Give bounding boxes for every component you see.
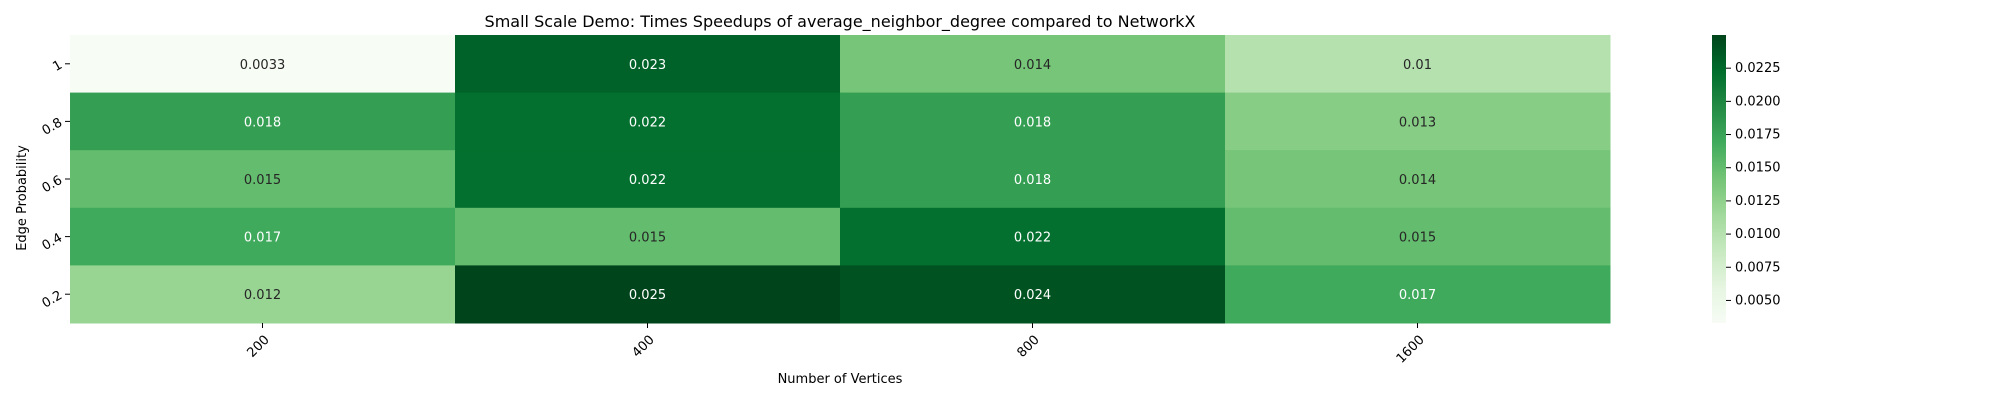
heatmap-cell (455, 265, 841, 324)
y-tick-label: 0.8 (40, 115, 65, 138)
y-axis-ticks: 1 0.8 0.6 0.4 0.2 (40, 58, 70, 311)
heatmap-cell (840, 92, 1226, 151)
cell-value-label: 0.025 (629, 288, 666, 303)
y-tick-label: 1 (50, 58, 65, 75)
heatmap-cell (1225, 92, 1611, 151)
y-tick-label: 0.2 (40, 288, 65, 311)
colorbar-tick-label: 0.0125 (1735, 194, 1781, 209)
cell-value-label: 0.018 (1014, 115, 1051, 130)
x-axis-label: Number of Vertices (778, 372, 903, 387)
heatmap-cell (1225, 207, 1611, 266)
cell-value-label: 0.014 (1399, 173, 1436, 188)
y-tick-label: 0.6 (40, 173, 65, 196)
cell-value-label: 0.013 (1399, 115, 1436, 130)
colorbar (1712, 35, 1726, 323)
heatmap-cell (455, 92, 841, 151)
cell-value-label: 0.015 (629, 231, 666, 246)
colorbar-tick-label: 0.0175 (1735, 128, 1781, 143)
heatmap-cell (1225, 35, 1611, 94)
colorbar-tick-label: 0.0150 (1735, 161, 1781, 176)
cell-value-label: 0.023 (629, 58, 666, 73)
cell-value-label: 0.024 (1014, 288, 1051, 303)
cell-value-label: 0.018 (244, 115, 281, 130)
x-axis-ticks: 200 400 800 1600 (245, 323, 1428, 367)
colorbar-tick-label: 0.0050 (1735, 293, 1781, 308)
heatmap-cell (840, 265, 1226, 324)
heatmap-cell (1225, 265, 1611, 324)
colorbar-tick-label: 0.0075 (1735, 260, 1781, 275)
heatmap-cell (455, 150, 841, 209)
cell-value-label: 0.022 (1014, 231, 1051, 246)
heatmap-cell (840, 207, 1226, 266)
colorbar-tick-label: 0.0100 (1735, 227, 1781, 242)
cell-value-label: 0.01 (1403, 58, 1432, 73)
x-tick-label: 400 (630, 333, 658, 361)
cell-value-label: 0.014 (1014, 58, 1051, 73)
cell-value-label: 0.012 (244, 288, 281, 303)
cell-value-label: 0.015 (1399, 231, 1436, 246)
x-tick-label: 800 (1015, 333, 1043, 361)
heatmap-cell (70, 92, 456, 151)
x-tick-label: 1600 (1394, 333, 1428, 367)
heatmap-cell (70, 265, 456, 324)
heatmap-cell (70, 207, 456, 266)
chart-title: Small Scale Demo: Times Speedups of aver… (485, 12, 1196, 32)
heatmap-cell (1225, 150, 1611, 209)
cell-value-label: 0.0033 (240, 58, 286, 73)
colorbar-tick-label: 0.0200 (1735, 94, 1781, 109)
cell-value-label: 0.017 (244, 231, 281, 246)
heatmap-cell (840, 35, 1226, 94)
heatmap-cell (840, 150, 1226, 209)
cell-value-label: 0.018 (1014, 173, 1051, 188)
heatmap-cell (455, 207, 841, 266)
cell-value-label: 0.022 (629, 115, 666, 130)
cell-value-label: 0.017 (1399, 288, 1436, 303)
x-tick-label: 200 (245, 333, 273, 361)
y-axis-label: Edge Probability (15, 145, 30, 251)
heatmap-cell (455, 35, 841, 94)
colorbar-tick-label: 0.0225 (1735, 61, 1781, 76)
heatmap-cell (70, 150, 456, 209)
heatmap-cell (70, 35, 456, 94)
heatmap-cells: 0.0033 0.023 0.014 0.01 0.018 0.022 0.018 0.013… (70, 35, 1611, 324)
colorbar-ticks: 0.0050 0.0075 0.0100 0.0125 0.0150 0.0175 0.02… (1726, 61, 1781, 308)
y-tick-label: 0.4 (40, 231, 65, 254)
cell-value-label: 0.022 (629, 173, 666, 188)
cell-value-label: 0.015 (244, 173, 281, 188)
